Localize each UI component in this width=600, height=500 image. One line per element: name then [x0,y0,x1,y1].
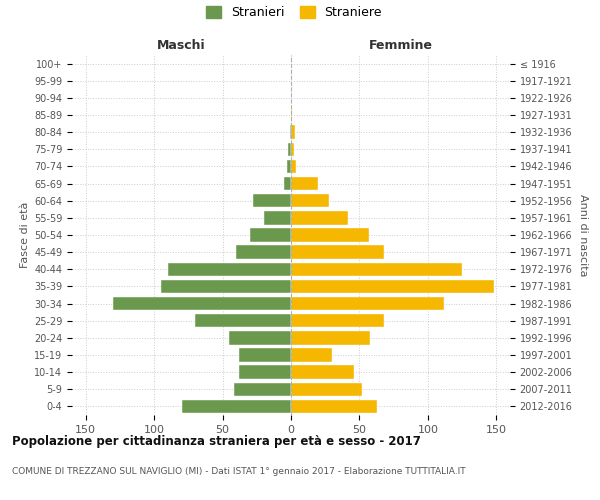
Bar [291,126,295,139]
Bar [229,331,291,344]
Bar [291,262,462,276]
Bar [284,177,291,190]
Bar [291,382,362,396]
Bar [291,331,370,344]
Text: Popolazione per cittadinanza straniera per età e sesso - 2017: Popolazione per cittadinanza straniera p… [12,435,421,448]
Bar [291,400,377,413]
Bar [263,211,291,224]
Bar [253,194,291,207]
Bar [168,262,291,276]
Bar [239,348,291,362]
Y-axis label: Anni di nascita: Anni di nascita [578,194,588,276]
Bar [291,314,384,328]
Y-axis label: Fasce di età: Fasce di età [20,202,30,268]
Bar [236,246,291,259]
Bar [195,314,291,328]
Bar [291,280,494,293]
Text: Femmine: Femmine [368,38,433,52]
Bar [290,126,291,139]
Bar [291,246,384,259]
Bar [233,382,291,396]
Bar [291,160,296,173]
Bar [291,348,332,362]
Legend: Stranieri, Straniere: Stranieri, Straniere [206,6,382,19]
Bar [291,297,445,310]
Bar [113,297,291,310]
Bar [288,142,291,156]
Bar [291,194,329,207]
Bar [291,142,294,156]
Bar [291,108,292,122]
Bar [181,400,291,413]
Bar [287,160,291,173]
Bar [291,177,319,190]
Bar [250,228,291,241]
Bar [161,280,291,293]
Bar [291,366,354,379]
Bar [291,228,369,241]
Text: Maschi: Maschi [157,38,206,52]
Bar [239,366,291,379]
Text: COMUNE DI TREZZANO SUL NAVIGLIO (MI) - Dati ISTAT 1° gennaio 2017 - Elaborazione: COMUNE DI TREZZANO SUL NAVIGLIO (MI) - D… [12,468,466,476]
Bar [291,211,349,224]
